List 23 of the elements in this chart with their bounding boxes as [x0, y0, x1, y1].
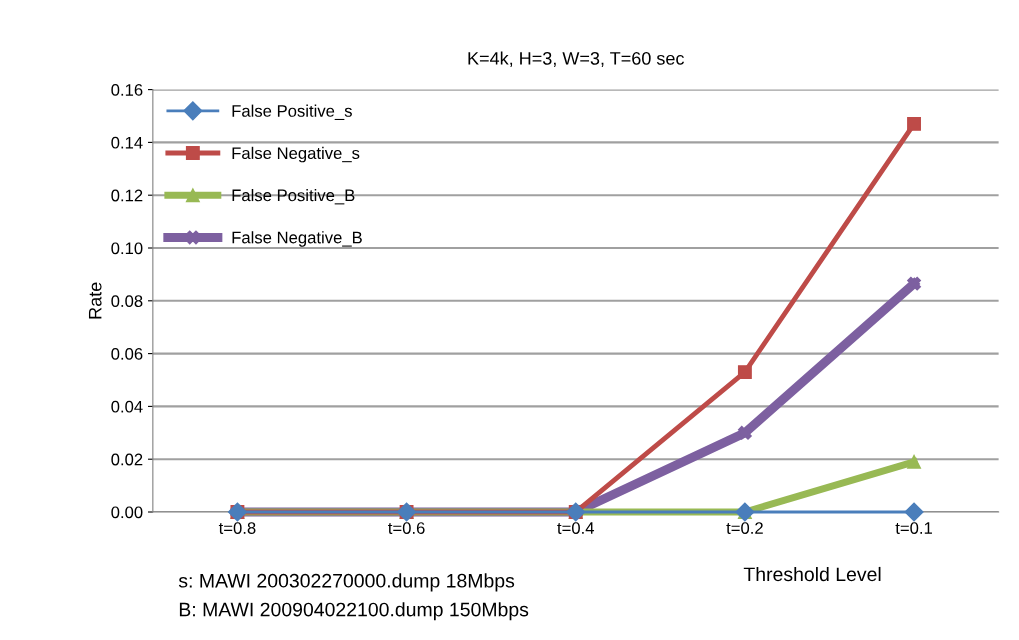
legend-label: False Positive_s — [232, 104, 352, 120]
y-tick-label: 0.00 — [111, 506, 143, 519]
y-tick-label: 0.10 — [111, 242, 143, 255]
y-tick-label: 0.02 — [111, 453, 143, 466]
x-tick-label: t=0.2 — [726, 522, 763, 534]
x-tick-label: t=0.4 — [557, 522, 595, 534]
x-tick-label: t=0.6 — [388, 522, 425, 534]
y-tick-label: 0.12 — [111, 189, 143, 202]
chart-title: K=4k, H=3, W=3, T=60 sec — [468, 51, 684, 67]
y-tick-label: 0.04 — [111, 400, 143, 413]
x-tick-label: t=0.8 — [218, 522, 256, 534]
y-tick-label: 0.08 — [111, 295, 143, 307]
x-tick-label: t=0.1 — [895, 522, 932, 534]
y-tick-label: 0.16 — [111, 84, 143, 96]
y-tick-label: 0.14 — [111, 136, 143, 149]
legend-label: False Positive_B — [232, 189, 355, 205]
legend-label: False Negative_B — [232, 231, 362, 247]
y-tick-label: 0.06 — [111, 348, 143, 360]
text: B: MAWI 200904022100.dump 150Mbps — [179, 602, 529, 621]
x-axis-title: Threshold Level — [743, 566, 881, 582]
y-axis-title: Rate — [88, 282, 102, 319]
legend-label: False Negative_s — [232, 146, 360, 163]
text: s: MAWI 200302270000.dump 18Mbps — [178, 573, 515, 592]
